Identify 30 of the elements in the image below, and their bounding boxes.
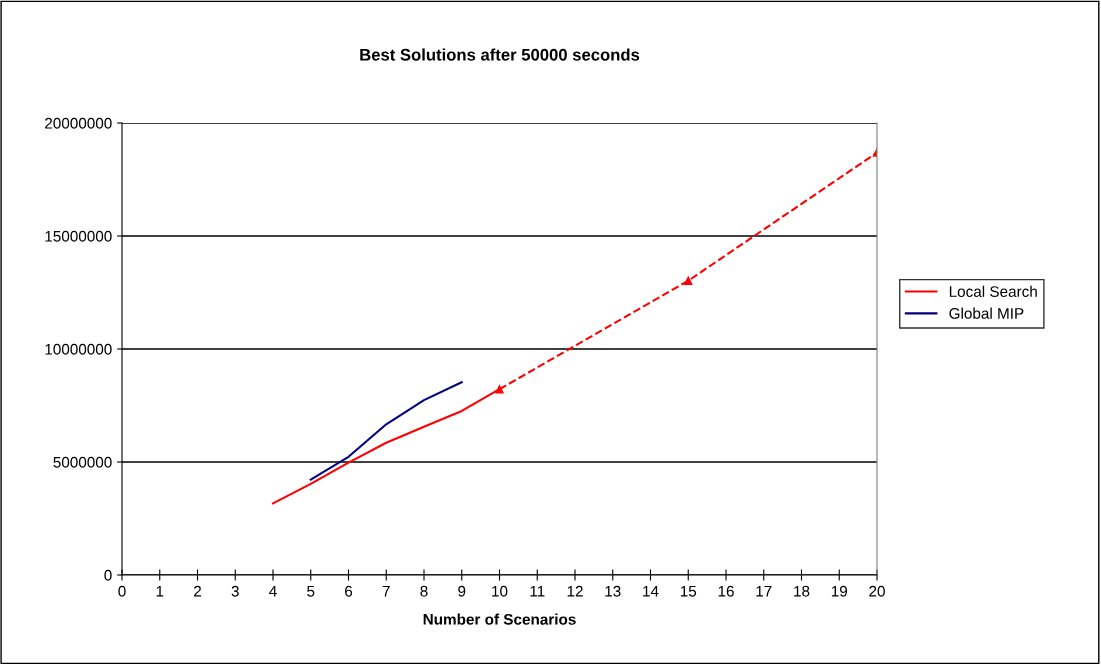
x-tick-label: 8: [420, 585, 428, 597]
y-tick-label: 10000000: [45, 343, 112, 355]
x-tick-label: 1: [156, 585, 164, 597]
x-tick-label: 0: [118, 585, 126, 597]
x-tick-label: 14: [643, 585, 659, 597]
x-tick-label: 7: [382, 585, 390, 597]
x-tick-label: 16: [718, 585, 734, 597]
x-tick-label: 17: [756, 585, 772, 597]
legend-label: Global MIP: [949, 307, 1024, 319]
x-tick-label: 9: [458, 585, 466, 597]
x-tick-label: 2: [194, 585, 201, 597]
x-tick-label: 13: [605, 585, 621, 597]
x-tick-label: 4: [269, 585, 277, 597]
y-tick-label: 5000000: [53, 456, 112, 468]
x-tick-label: 10: [492, 585, 508, 597]
x-axis-title: Number of Scenarios: [423, 613, 576, 625]
chart-title: Best Solutions after 50000 seconds: [360, 48, 640, 61]
x-tick-label: 20: [869, 585, 885, 597]
x-tick-label: 11: [530, 585, 545, 597]
x-tick-label: 6: [345, 585, 353, 597]
x-tick-label: 18: [794, 585, 810, 597]
y-tick-label: 0: [104, 569, 112, 581]
x-tick-label: 15: [680, 585, 697, 597]
legend-label: Local Search: [949, 285, 1037, 297]
x-tick-label: 5: [307, 585, 315, 597]
y-tick-label: 20000000: [45, 117, 112, 129]
y-tick-label: 15000000: [45, 230, 112, 242]
x-tick-label: 3: [231, 585, 239, 597]
x-tick-label: 12: [567, 585, 583, 597]
x-tick-label: 19: [831, 585, 848, 597]
